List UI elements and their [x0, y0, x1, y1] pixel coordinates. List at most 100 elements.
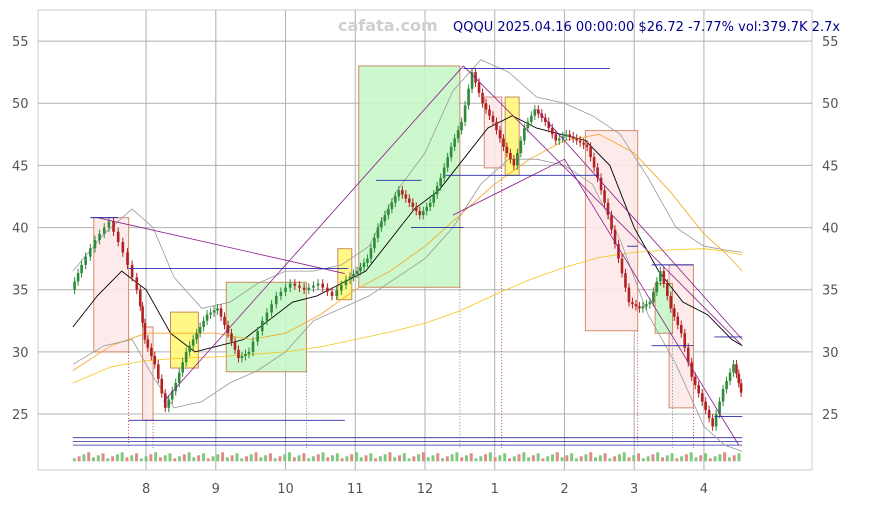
candle-body: [307, 287, 311, 290]
volume-bar: [565, 455, 569, 462]
volume-bar: [493, 457, 497, 462]
volume-bar: [656, 452, 660, 462]
volume-bar: [173, 458, 177, 462]
volume-bar: [498, 455, 502, 462]
volume-bar: [331, 455, 335, 462]
candle-body: [195, 333, 198, 340]
candle-body: [348, 276, 352, 280]
candle-body: [240, 356, 244, 359]
candle-body: [460, 121, 463, 131]
candle-body: [603, 190, 606, 203]
candle-body: [84, 256, 87, 265]
volume-bar: [522, 452, 526, 462]
volume-bar: [359, 457, 363, 462]
trendline: [452, 158, 565, 216]
y-tick-label-right: 55: [822, 35, 839, 50]
volume-bar: [536, 453, 540, 462]
candle-body: [321, 283, 325, 288]
volume-bar: [206, 458, 210, 462]
volume-bar: [120, 452, 124, 462]
volume-bar: [407, 458, 411, 462]
candle-body: [141, 306, 144, 323]
x-tick-label: 9: [212, 482, 220, 497]
candle-body: [102, 227, 106, 234]
candle-body: [80, 264, 83, 274]
candle-body: [167, 399, 171, 408]
volume-bar: [268, 453, 272, 462]
candle-body: [188, 345, 191, 352]
volume-bar: [91, 457, 95, 462]
volume-bar: [350, 454, 354, 462]
volume-bar: [450, 454, 454, 462]
candle-body: [112, 221, 115, 232]
candle-body: [383, 215, 387, 222]
volume-bar: [622, 452, 626, 462]
candle-body: [439, 177, 442, 187]
candle-body: [198, 327, 202, 334]
candle-body: [230, 333, 233, 342]
candle-body: [362, 262, 366, 267]
candle-body: [526, 121, 530, 129]
volume-bar: [340, 458, 344, 462]
candle-body: [279, 291, 283, 296]
candle-body: [394, 196, 397, 203]
volume-bar: [364, 455, 368, 462]
candle-body: [631, 302, 634, 305]
candle-body: [251, 341, 255, 352]
candle-body: [340, 285, 343, 291]
candle-body: [170, 391, 174, 400]
candle-body: [467, 88, 470, 106]
volume-bar: [723, 452, 727, 462]
candle-body: [88, 248, 92, 257]
candle-body: [143, 322, 147, 340]
candle-body: [116, 231, 120, 243]
candle-body: [453, 138, 456, 147]
volume-bar: [455, 452, 459, 462]
candle-body: [732, 364, 735, 373]
volume-bar: [531, 455, 535, 462]
y-tick-label-left: 55: [12, 35, 29, 50]
candle-body: [578, 140, 582, 143]
candle-body: [456, 130, 460, 139]
volume-bar: [541, 458, 545, 462]
x-tick-label: 4: [700, 482, 708, 497]
volume-bar: [598, 455, 602, 462]
candle-body: [498, 130, 502, 139]
volume-bar: [680, 456, 684, 462]
volume-bar: [106, 458, 110, 462]
candle-body: [446, 157, 449, 168]
volume-bar: [77, 456, 81, 462]
volume-bar: [321, 452, 325, 462]
candle-body: [260, 320, 264, 332]
trendline: [97, 217, 345, 274]
candle-body: [404, 194, 408, 199]
candle-body: [599, 177, 603, 191]
candle-body: [662, 271, 666, 284]
volume-bar: [101, 453, 105, 462]
volume-bar: [354, 452, 358, 462]
volume-bar: [507, 458, 511, 462]
candle-body: [505, 146, 509, 153]
candle-body: [274, 295, 278, 305]
volume-bar: [201, 453, 205, 462]
volume-bar: [603, 453, 607, 462]
volume-bar: [259, 457, 263, 462]
candle-body: [725, 380, 728, 390]
volume-bar: [560, 457, 564, 462]
candle-body: [714, 414, 718, 427]
candle-body: [121, 242, 125, 253]
candle-body: [568, 134, 571, 137]
volume-bar: [675, 458, 679, 462]
candle-body: [728, 372, 732, 381]
candle-body: [163, 393, 167, 408]
candle-body: [174, 382, 178, 392]
volume-bar: [527, 457, 531, 462]
candle-body: [516, 152, 519, 166]
candle-body: [270, 304, 273, 313]
volume-bar: [445, 456, 449, 462]
bollinger-lower-line: [72, 158, 743, 452]
candle-body: [484, 103, 488, 110]
volume-bar: [718, 454, 722, 462]
candle-body: [488, 109, 491, 116]
candle-body: [648, 302, 652, 305]
